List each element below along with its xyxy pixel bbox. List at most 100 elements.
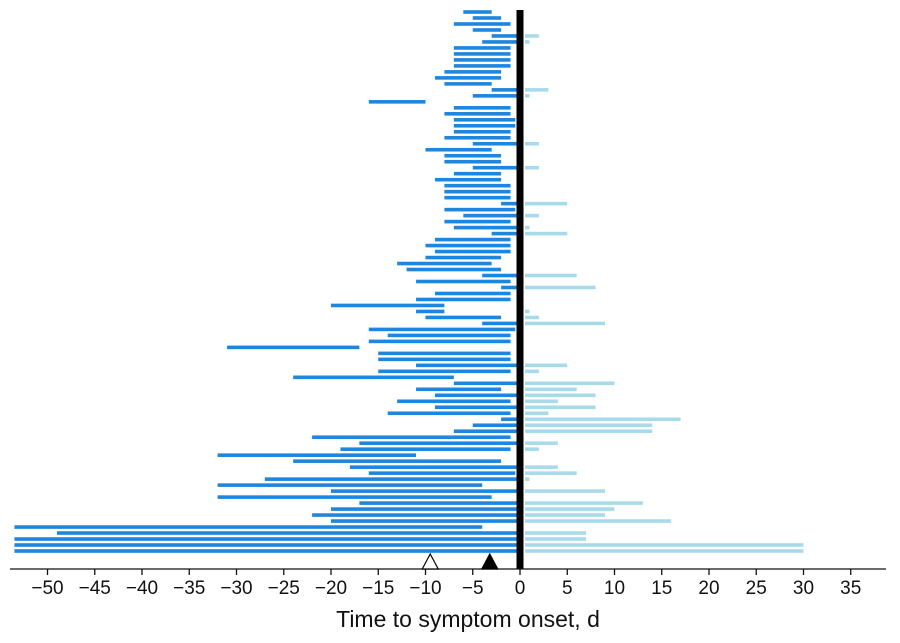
markers (421, 552, 499, 570)
bar-before-onset (416, 387, 502, 392)
bar-after-onset (525, 519, 672, 523)
bar-before-onset (293, 459, 502, 463)
bars (14, 10, 804, 553)
x-tick-label: −5 (462, 578, 484, 599)
bar-before-onset (368, 339, 511, 344)
bar-before-onset (331, 489, 520, 493)
x-tick-label: 25 (746, 578, 767, 599)
bar-before-onset (434, 393, 520, 398)
x-tick-label: −10 (409, 578, 441, 599)
bar-after-onset (525, 381, 615, 386)
x-tick-label: −30 (220, 578, 252, 599)
bar-after-onset (525, 537, 587, 541)
bar-before-onset (444, 207, 516, 212)
filled-triangle-marker (480, 552, 499, 570)
bar-after-onset (525, 489, 606, 493)
bar-before-onset (434, 249, 511, 254)
bar-before-onset (472, 28, 502, 32)
bar-before-onset (453, 64, 511, 68)
bar-after-onset (525, 465, 558, 469)
bar-after-onset (525, 231, 568, 236)
bar-before-onset (312, 435, 511, 440)
x-tick-label: 15 (651, 578, 672, 599)
bar-before-onset (14, 543, 521, 547)
bar-before-onset (387, 411, 511, 416)
bar-before-onset (434, 76, 502, 80)
bar-after-onset (525, 549, 804, 553)
x-tick-label: 5 (562, 578, 573, 599)
bar-before-onset (349, 465, 520, 469)
bar-after-onset (525, 165, 539, 170)
bar-before-onset (425, 255, 502, 260)
bar-after-onset (525, 471, 577, 475)
x-axis-title: Time to symptom onset, d (336, 606, 600, 632)
bar-after-onset (525, 285, 596, 290)
bar-before-onset (368, 100, 426, 104)
bar-before-onset (453, 225, 520, 230)
bar-before-onset (453, 106, 511, 110)
bar-before-onset (14, 549, 521, 553)
x-tick-label: 20 (698, 578, 719, 599)
bar-before-onset (444, 135, 511, 140)
bar-after-onset (525, 393, 596, 398)
x-tick-label: 0 (515, 578, 526, 599)
bar-before-onset (397, 261, 492, 266)
bar-before-onset (378, 357, 511, 362)
bar-after-onset (525, 34, 539, 38)
bar-before-onset (463, 10, 492, 14)
bar-before-onset (331, 519, 520, 523)
x-tick-label: 35 (840, 578, 861, 599)
bar-before-onset (501, 417, 520, 422)
x-tick-label: 30 (793, 578, 814, 599)
bar-before-onset (453, 381, 520, 386)
bar-before-onset (444, 195, 511, 200)
bar-after-onset (525, 141, 539, 146)
bar-before-onset (453, 123, 516, 128)
bar-before-onset (482, 40, 520, 44)
bar-before-onset (217, 483, 483, 487)
bar-after-onset (525, 88, 549, 92)
bar-before-onset (444, 183, 511, 188)
bar-after-onset (525, 531, 587, 535)
x-tick-label: −25 (268, 578, 300, 599)
bar-before-onset (491, 88, 520, 92)
bar-after-onset (525, 40, 530, 44)
bar-before-onset (501, 285, 520, 290)
bar-before-onset (368, 471, 516, 475)
bar-before-onset (453, 52, 511, 56)
bar-before-onset (491, 34, 520, 38)
bar-before-onset (397, 399, 511, 404)
x-ticks: −50 −45 −40 −35 −30 −25 −20 −15 −10 −5 0 5 10 15 20 25 3… (31, 569, 861, 599)
x-tick-label: −15 (362, 578, 394, 599)
bar-before-onset (425, 147, 492, 152)
bar-after-onset (525, 543, 804, 547)
bar-before-onset (472, 16, 502, 20)
bar-before-onset (434, 177, 502, 182)
bar-before-onset (56, 531, 520, 535)
bar-after-onset (525, 225, 530, 230)
bar-before-onset (416, 363, 520, 368)
x-tick-label: 10 (604, 578, 625, 599)
bar-after-onset (525, 447, 539, 451)
bar-before-onset (14, 537, 521, 541)
bar-before-onset (453, 129, 511, 134)
bar-after-onset (525, 441, 558, 445)
bar-before-onset (425, 243, 511, 248)
bar-before-onset (293, 375, 454, 380)
bar-before-onset (444, 219, 511, 224)
bar-before-onset (472, 94, 520, 98)
bar-before-onset (14, 525, 483, 529)
bar-before-onset (444, 189, 511, 194)
bar-after-onset (525, 363, 568, 368)
bar-before-onset (472, 423, 520, 428)
bar-before-onset (387, 333, 511, 338)
bar-before-onset (434, 237, 511, 242)
bar-before-onset (217, 495, 492, 499)
bar-before-onset (444, 153, 502, 158)
bar-before-onset (472, 165, 520, 170)
bar-after-onset (525, 417, 681, 422)
x-tick-label: −45 (79, 578, 111, 599)
bar-before-onset (416, 309, 445, 314)
bar-before-onset (425, 315, 502, 320)
